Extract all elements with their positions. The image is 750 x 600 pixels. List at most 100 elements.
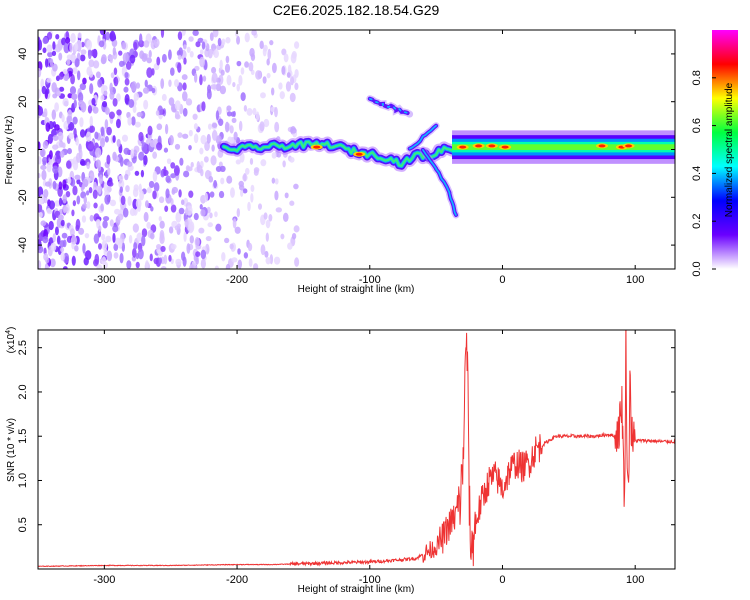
noise-blob bbox=[38, 198, 43, 205]
noise-blob bbox=[130, 148, 135, 159]
noise-blob bbox=[80, 49, 87, 55]
noise-blob bbox=[253, 167, 260, 173]
noise-blob bbox=[224, 121, 230, 133]
noise-blob bbox=[119, 186, 124, 194]
noise-blob bbox=[215, 223, 222, 232]
noise-blob bbox=[186, 46, 191, 53]
ridge-band bbox=[217, 135, 459, 172]
noise-blob bbox=[274, 121, 280, 133]
noise-blob bbox=[62, 205, 67, 214]
noise-blob bbox=[155, 110, 160, 116]
noise-blob bbox=[48, 220, 54, 231]
noise-blob bbox=[144, 79, 148, 88]
noise-blob bbox=[168, 79, 172, 87]
snr-panel: -300 -200 -100 0 100 0.5 1.0 1.5 2.0 2.5 Height … bbox=[5, 327, 676, 595]
noise-blob bbox=[38, 89, 41, 99]
noise-blob bbox=[186, 243, 191, 254]
noise-blob bbox=[42, 236, 49, 244]
colorbar-ticks: 0.0 0.2 0.4 0.6 0.8 bbox=[691, 70, 716, 277]
colorbar: 0.0 0.2 0.4 0.6 0.8 Normalized spectral ampl… bbox=[691, 30, 738, 277]
noise-blob bbox=[133, 41, 138, 51]
noise-blob bbox=[141, 142, 148, 154]
noise-blob bbox=[202, 75, 207, 82]
noise-blob bbox=[69, 86, 77, 95]
noise-blob bbox=[86, 161, 91, 170]
noise-blob bbox=[200, 249, 207, 260]
noise-blob bbox=[128, 99, 135, 108]
noise-blob bbox=[73, 99, 77, 109]
noise-blob bbox=[255, 111, 260, 121]
noise-blob bbox=[174, 79, 180, 88]
noise-blob bbox=[146, 221, 151, 229]
noise-blob bbox=[101, 240, 108, 251]
noise-blob bbox=[170, 173, 176, 179]
noise-blob bbox=[218, 118, 224, 126]
noise-blob bbox=[177, 132, 183, 138]
noise-blob bbox=[188, 129, 193, 137]
noise-blob bbox=[183, 170, 190, 178]
noise-blob bbox=[134, 170, 140, 176]
snr-x-tick-label: -200 bbox=[226, 574, 248, 586]
noise-blob bbox=[144, 200, 149, 208]
noise-blob bbox=[151, 68, 155, 76]
noise-blob bbox=[185, 98, 193, 106]
noise-blob bbox=[43, 108, 48, 118]
noise-blob bbox=[226, 175, 233, 184]
noise-blob bbox=[181, 30, 186, 36]
noise-blob bbox=[42, 160, 47, 166]
noise-blob bbox=[49, 158, 55, 166]
hotspot bbox=[310, 144, 323, 150]
noise-blob bbox=[130, 81, 137, 92]
noise-blob bbox=[132, 187, 139, 198]
noise-blob bbox=[273, 256, 281, 265]
noise-blob bbox=[86, 201, 91, 210]
noise-blob bbox=[249, 158, 254, 165]
noise-blob bbox=[148, 50, 152, 58]
noise-blob bbox=[294, 68, 299, 78]
noise-blob bbox=[200, 258, 206, 269]
noise-blob bbox=[54, 124, 60, 131]
noise-blob bbox=[208, 176, 214, 183]
noise-blob bbox=[62, 194, 67, 204]
noise-blob bbox=[121, 242, 126, 252]
noise-blob bbox=[68, 121, 75, 131]
noise-blob bbox=[209, 212, 213, 219]
noise-blob bbox=[60, 219, 65, 227]
hotspot bbox=[596, 143, 609, 149]
noise-blob bbox=[68, 132, 75, 140]
noise-blob bbox=[118, 179, 125, 189]
noise-blob bbox=[124, 71, 129, 78]
noise-blob bbox=[116, 138, 121, 148]
noise-blob bbox=[38, 105, 44, 116]
noise-blob bbox=[133, 92, 140, 101]
noise-blob bbox=[229, 243, 234, 250]
noise-blob bbox=[102, 220, 108, 229]
noise-blob bbox=[61, 232, 68, 239]
noise-blob bbox=[199, 49, 204, 55]
noise-blob bbox=[289, 156, 295, 163]
noise-blob bbox=[143, 154, 148, 166]
noise-blob bbox=[237, 248, 241, 255]
noise-blob bbox=[269, 40, 274, 46]
noise-blob bbox=[262, 47, 267, 57]
noise-blob bbox=[41, 169, 47, 181]
noise-blob bbox=[271, 152, 277, 159]
noise-blob bbox=[250, 184, 255, 193]
noise-blob bbox=[195, 41, 201, 48]
noise-blob bbox=[51, 50, 57, 57]
spectrogram-y-tick: 40 bbox=[17, 48, 675, 60]
noise-blob bbox=[45, 265, 50, 269]
noise-blob bbox=[275, 207, 283, 213]
noise-blob bbox=[113, 76, 119, 87]
spectrogram-y-tick: 0 bbox=[17, 146, 675, 153]
noise-blob bbox=[72, 67, 78, 75]
noise-blob bbox=[76, 195, 81, 205]
spectrogram-y-tick: -20 bbox=[17, 189, 675, 205]
noise-blob bbox=[78, 227, 85, 235]
noise-blob bbox=[137, 248, 144, 260]
noise-blob bbox=[174, 114, 181, 120]
noise-blob bbox=[205, 235, 212, 242]
noise-blob bbox=[119, 156, 124, 167]
noise-blob bbox=[42, 36, 49, 45]
noise-blob bbox=[161, 53, 167, 63]
